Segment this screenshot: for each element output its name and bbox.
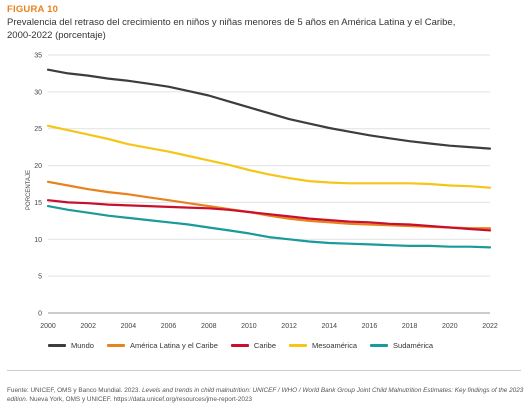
x-tick-label: 2014 [321,323,337,330]
x-tick-label: 2000 [40,323,56,330]
series-line-sudamérica [46,205,492,249]
source-suffix: . Nueva York, OMS y UNICEF. https://data… [25,396,253,403]
legend-swatch [106,344,125,347]
legend-label: Caribe [253,341,276,350]
source-prefix: Fuente: UNICEF, OMS y Banco Mundial. 202… [7,387,142,394]
y-tick-label: 35 [34,53,42,60]
legend-label: Sudamérica [393,341,434,350]
figure-label: FIGURA 10 [7,4,59,15]
y-tick-label: 25 [34,126,42,133]
legend-item: Sudamérica [370,341,433,350]
x-tick-label: 2022 [482,323,498,330]
x-tick-label: 2002 [80,323,96,330]
legend-label: Mundo [71,341,94,350]
legend-swatch [289,344,307,347]
x-tick-label: 2012 [281,323,297,330]
divider [7,370,521,371]
y-axis-label: PORCENTAJE [26,170,32,210]
series-line-mesoamérica [46,124,492,189]
legend-item: América Latina y el Caribe [106,341,218,350]
x-tick-label: 2020 [442,323,458,330]
legend-label: Mesoamérica [312,341,358,350]
source-title: Levels and trends in child malnutrition:… [7,387,524,403]
legend-item: Caribe [230,341,276,350]
legend-swatch [230,344,249,347]
legend-label: América Latina y el Caribe [129,341,218,350]
y-tick-label: 15 [34,200,42,207]
legend-swatch [370,344,389,347]
legend-item: Mesoamérica [289,341,357,350]
x-tick-label: 2016 [362,323,378,330]
series-line-caribe [46,199,492,232]
legend-item: Mundo [48,341,94,350]
y-tick-label: 20 [34,163,42,170]
y-tick-label: 5 [38,274,42,281]
y-tick-label: 10 [34,237,42,244]
x-tick-label: 2006 [161,323,177,330]
x-tick-label: 2008 [201,323,217,330]
y-tick-label: 30 [34,89,42,96]
series-line-mundo [46,68,492,150]
x-tick-label: 2010 [241,323,257,330]
x-tick-label: 2004 [121,323,137,330]
source-note: Fuente: UNICEF, OMS y Banco Mundial. 202… [7,386,525,404]
series-line-américa-latina-y-el-caribe [46,180,492,230]
y-tick-label: 0 [38,311,42,318]
chart-title: Prevalencia del retraso del crecimiento … [7,17,456,41]
legend-swatch [48,344,66,347]
line-chart: 0 5 10 15 20 25 30 35 2000 2002 2004 2006 2008 2010 20… [34,53,498,331]
chart-legend: Mundo América Latina y el Caribe Caribe Mes… [48,341,446,350]
x-tick-label: 2018 [402,323,418,330]
